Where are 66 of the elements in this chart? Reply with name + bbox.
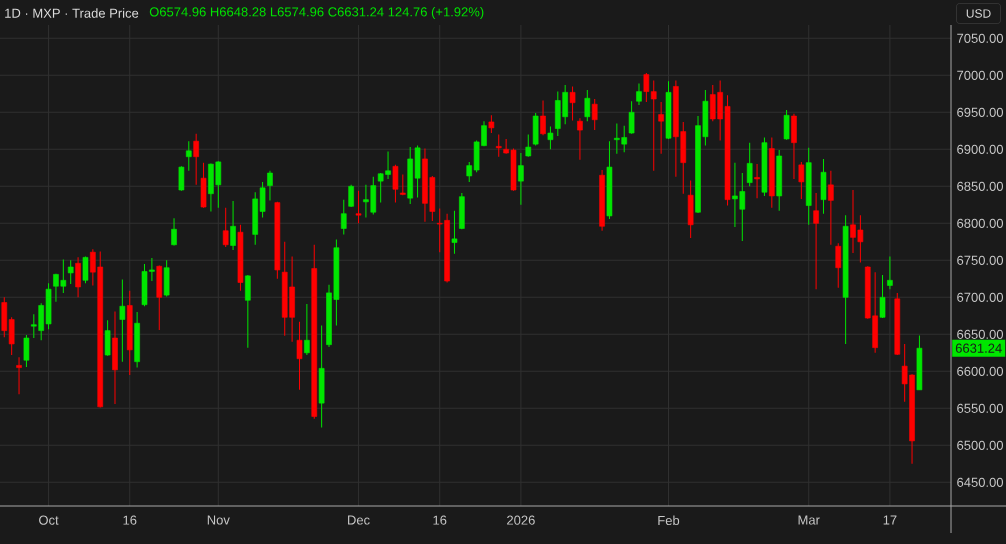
- x-tick-label: Feb: [658, 515, 680, 526]
- x-tick-label: Nov: [207, 515, 230, 525]
- y-tick-label: 7050.00: [957, 33, 1004, 43]
- chart-subtitle: O6574.96 H6648.28 L6574.96 C6631.24 124.76 (+1.92%): [149, 6, 484, 20]
- candlestick: [577, 117, 583, 161]
- candlestick: [222, 207, 229, 248]
- candlestick: [82, 256, 89, 284]
- candlestick: [746, 142, 753, 187]
- candlestick: [304, 303, 310, 356]
- candlestick: [813, 192, 819, 290]
- y-tick-label: 6800.00: [957, 218, 1004, 228]
- candlestick: [451, 210, 458, 255]
- y-tick-label: 6850.00: [957, 181, 1004, 191]
- x-tick-label: Dec: [348, 515, 370, 525]
- candlestick: [193, 133, 199, 186]
- y-tick-label: 6600.00: [957, 366, 1004, 376]
- text: 6631.24: [955, 343, 1002, 353]
- candlestick: [584, 89, 591, 122]
- x-tick-label: Oct: [39, 515, 59, 525]
- x-tick-label: Mar: [798, 515, 820, 525]
- x-tick-label: 17: [883, 515, 897, 525]
- candlestick: [658, 101, 664, 155]
- candlestick: [171, 217, 177, 247]
- y-tick-label: 6750.00: [957, 255, 1004, 265]
- candlestick: [75, 256, 81, 298]
- x-tick-label: 16: [123, 515, 137, 525]
- chart-title: 1D · MXP · Trade Price: [5, 8, 139, 18]
- candlestick: [525, 134, 532, 158]
- candlestick: [547, 125, 554, 150]
- candlestick: [591, 98, 598, 131]
- x-tick-label: 16: [433, 515, 447, 525]
- y-tick-label: 6500.00: [957, 440, 1004, 450]
- candlestick: [495, 134, 502, 158]
- candlestick: [783, 109, 790, 141]
- candlestick: [119, 279, 126, 363]
- candlestick: [628, 100, 635, 135]
- candlestick: [340, 199, 347, 235]
- candlestick: [835, 242, 842, 289]
- candlestick: [518, 152, 524, 206]
- candlestick: [754, 163, 760, 199]
- x-tick-label: 2026: [507, 515, 535, 525]
- candlestick: [267, 170, 273, 201]
- candlestick: [392, 164, 399, 204]
- candlestick: [178, 165, 185, 192]
- y-tick-label: 6900.00: [957, 144, 1004, 154]
- y-tick-label: 7000.00: [957, 70, 1004, 80]
- candlestick: [569, 85, 576, 121]
- candlestick: [887, 256, 893, 290]
- candlestick: [355, 190, 362, 224]
- y-tick-label: 6950.00: [957, 107, 1004, 117]
- candlestick: [23, 334, 30, 368]
- candlestick: [636, 82, 642, 106]
- y-axis-title: USD: [966, 9, 991, 18]
- candlestick: [798, 161, 805, 200]
- candlestick: [296, 321, 303, 391]
- y-tick-label: 6550.00: [957, 403, 1004, 413]
- y-tick-label: 6650.00: [957, 329, 1004, 339]
- candlestick: [540, 99, 546, 136]
- candlestick: [16, 356, 22, 395]
- candlestick: [879, 274, 886, 319]
- candlestick: [67, 259, 74, 285]
- y-tick-label: 6450.00: [957, 477, 1004, 487]
- candlestick: [185, 140, 192, 172]
- candlestick: [230, 200, 236, 251]
- y-tick-label: 6700.00: [957, 292, 1004, 302]
- candlestick: [828, 170, 834, 246]
